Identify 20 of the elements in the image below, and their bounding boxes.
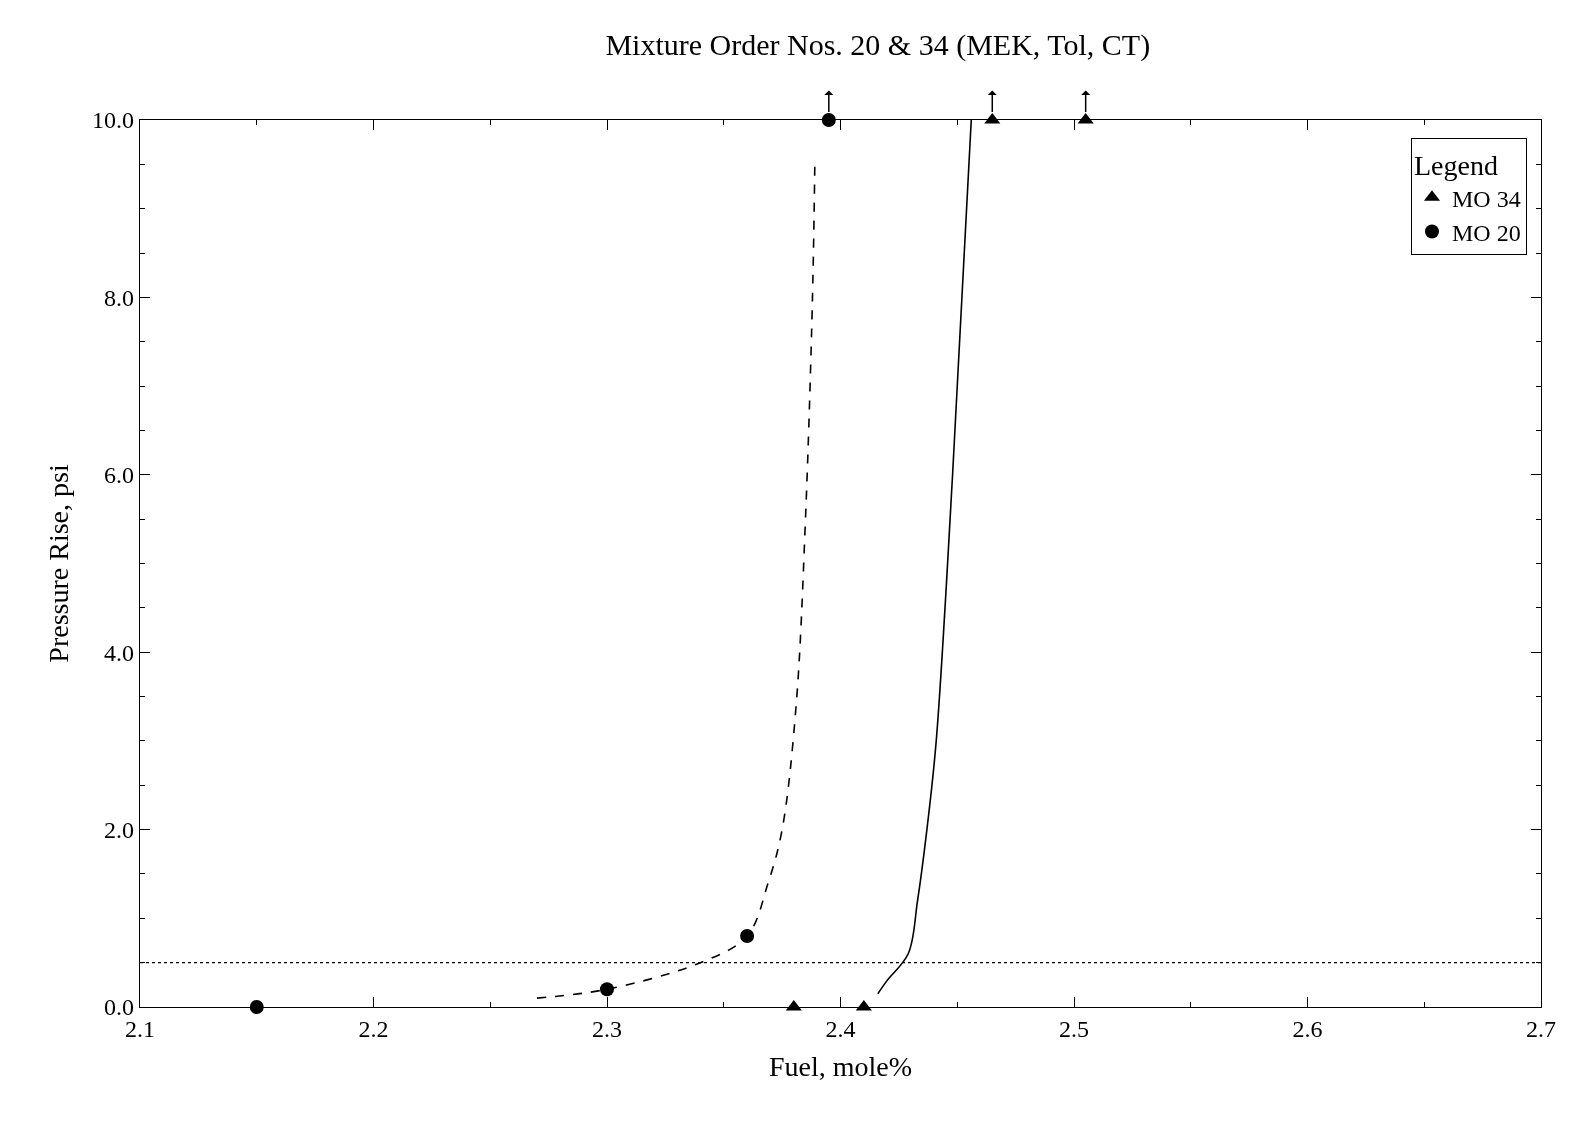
legend-label: MO 20 <box>1451 219 1521 246</box>
point <box>740 929 755 944</box>
y-tick-label: 10.0 <box>92 107 135 134</box>
point <box>821 113 836 127</box>
x-tick-label: 2.4 <box>825 1015 856 1042</box>
point <box>600 982 614 997</box>
x-tick-label: 2.2 <box>358 1015 389 1042</box>
y-tick-label: 4.0 <box>104 639 135 666</box>
chart-title: Mixture Order Nos. 20 & 34 (MEK, Tol, CT) <box>605 28 1151 63</box>
x-tick-label: 2.6 <box>1292 1015 1323 1042</box>
y-tick-label: 2.0 <box>104 817 135 843</box>
y-tick-label: 6.0 <box>104 462 135 489</box>
legend-label: MO 34 <box>1451 185 1521 212</box>
x-tick-label: 2.7 <box>1526 1015 1556 1042</box>
x-axis-title: Fuel, mole% <box>768 1051 913 1082</box>
x-tick-label: 2.5 <box>1059 1015 1089 1042</box>
x-tick-label: 2.3 <box>592 1015 622 1042</box>
legend-title: Legend <box>1413 150 1498 182</box>
y-axis-title: Pressure Rise, psi <box>42 464 74 663</box>
y-tick-label: 8.0 <box>104 284 135 311</box>
